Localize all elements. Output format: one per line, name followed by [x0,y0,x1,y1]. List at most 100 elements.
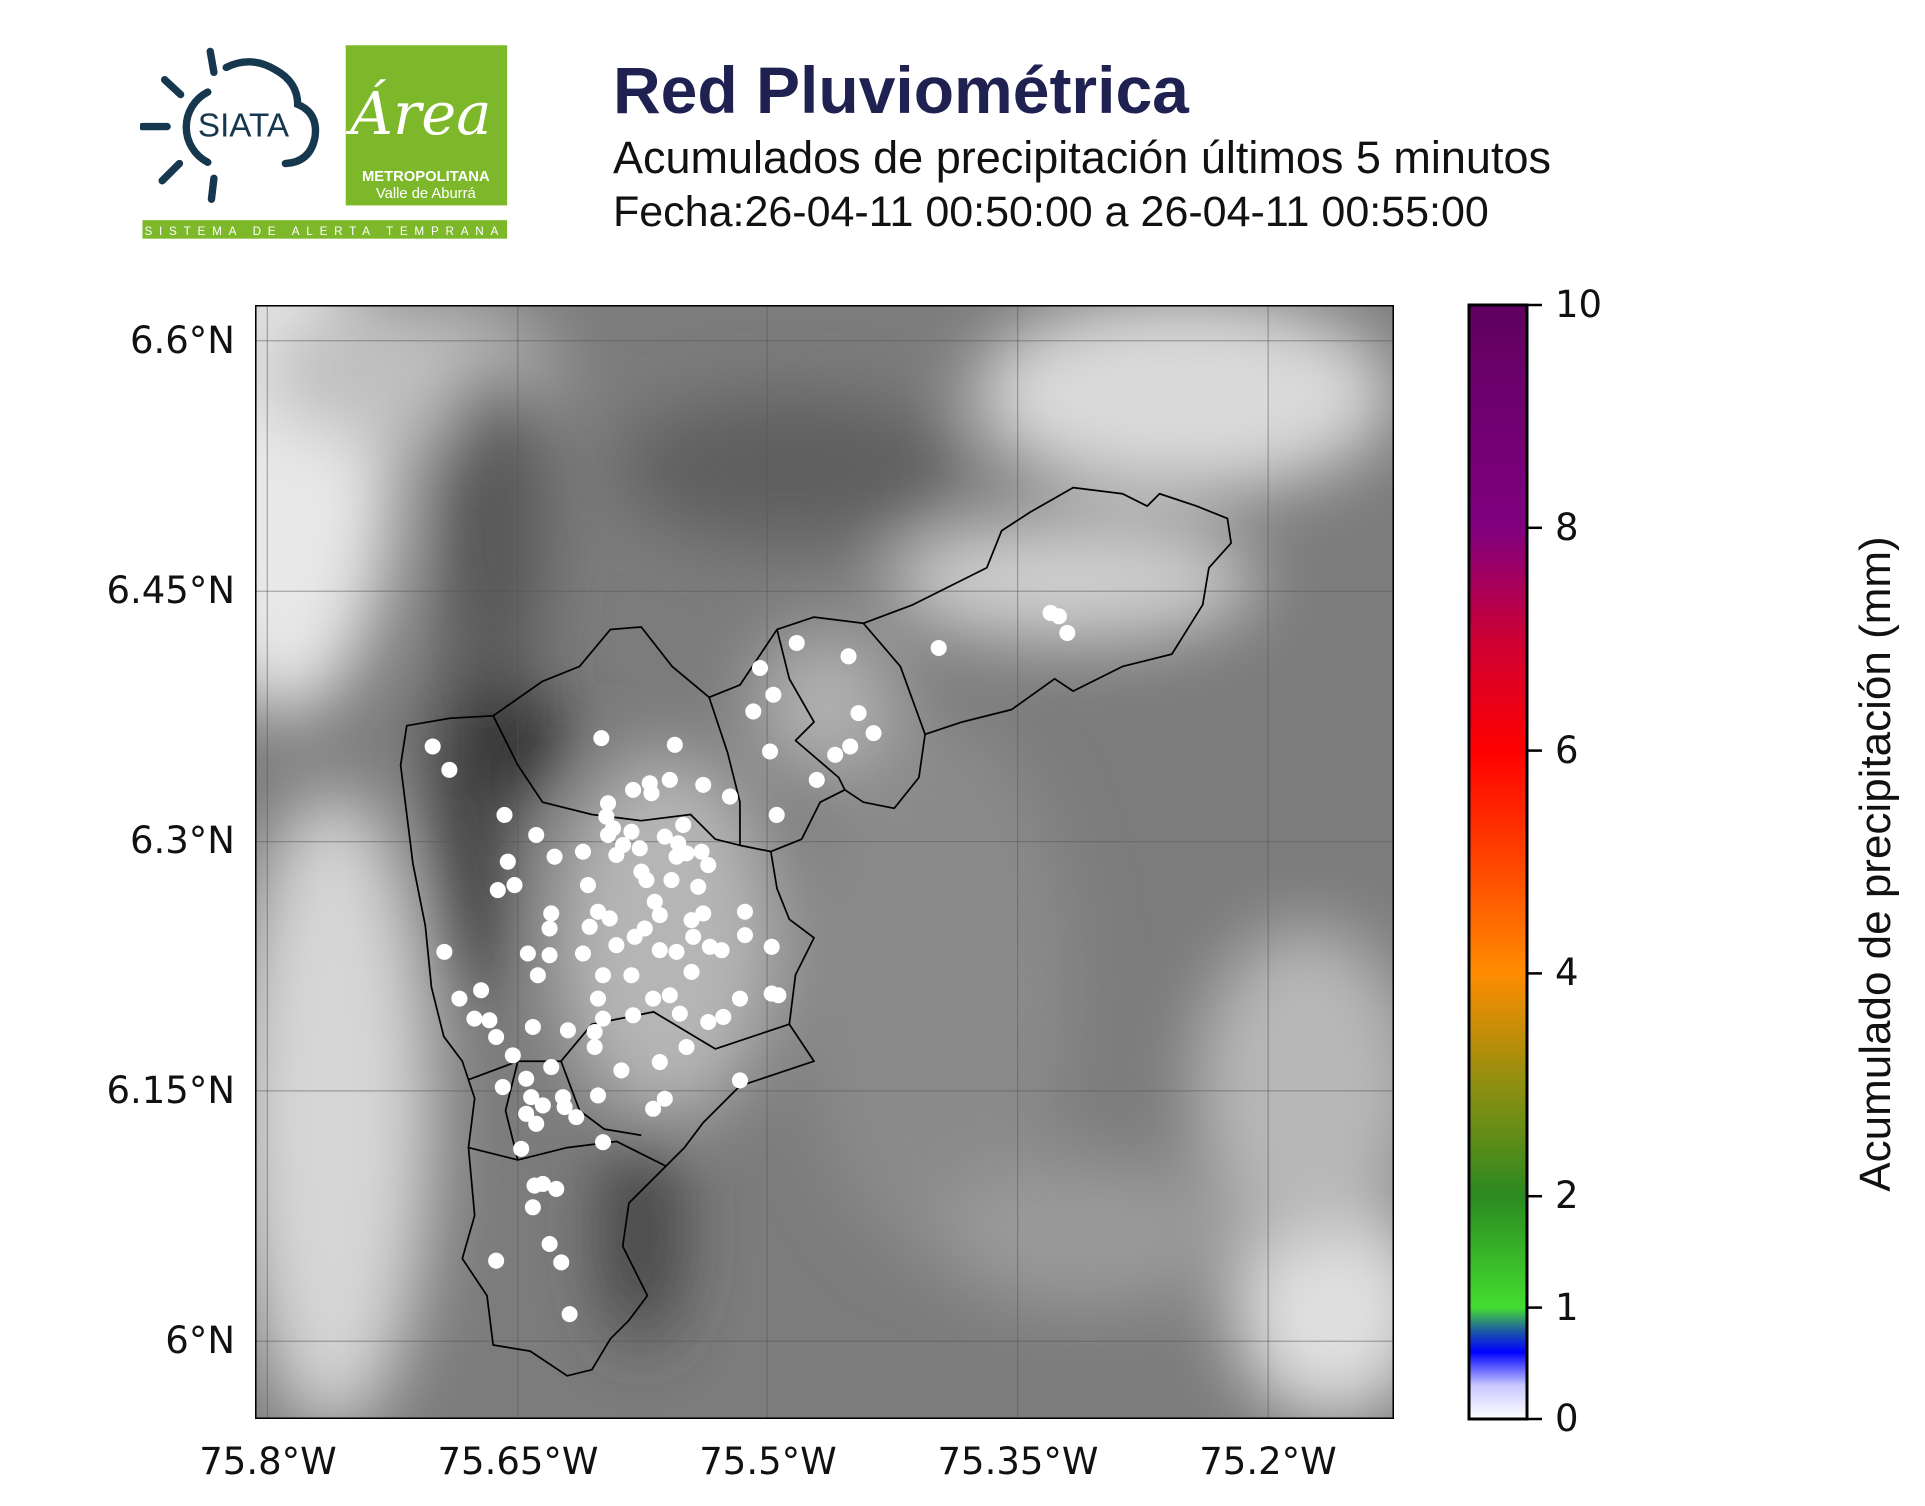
siata-logo: SIATA [140,47,320,203]
elevation-background [255,305,1394,1419]
x-tick-label: 75.5°W [699,1440,837,1483]
station-marker [541,920,558,937]
station-marker [593,730,610,747]
station-marker [586,1038,603,1056]
station-marker [541,947,558,964]
station-marker [695,905,712,922]
station-marker [661,771,678,788]
station-marker [651,1054,668,1071]
station-marker [675,816,692,833]
station-marker [436,943,453,960]
station-marker [608,846,625,864]
station-marker [613,1062,630,1079]
station-marker [751,659,769,677]
station-marker [528,1115,545,1132]
station-marker [700,1013,717,1030]
colorbar [1467,303,1542,1421]
station-marker [481,1012,498,1029]
station-marker [574,843,591,860]
station-marker [581,918,598,935]
chart-subtitle: Acumulados de precipitación últimos 5 mi… [613,132,1551,183]
colorbar-tick-label: 8 [1555,505,1579,549]
station-marker [548,1180,565,1197]
station-marker [808,771,825,788]
station-marker [638,872,655,889]
station-marker [605,820,622,837]
svg-text:METROPOLITANA: METROPOLITANA [362,169,490,185]
colorbar-tick-label: 1 [1555,1285,1579,1329]
station-marker [671,1005,688,1022]
station-marker [494,1079,511,1096]
station-marker [524,1199,541,1216]
station-marker [586,1023,603,1040]
station-marker [519,945,536,962]
station-marker [683,963,700,980]
station-marker [473,982,490,999]
station-marker [865,725,882,742]
station-marker [513,1140,530,1157]
station-marker [661,987,678,1004]
station-marker [721,788,738,805]
station-marker [763,938,780,955]
station-marker [594,967,612,984]
svg-text:SISTEMA DE ALERTA TEMPRANA: SISTEMA DE ALERTA TEMPRANA [144,225,505,238]
station-marker [574,945,591,962]
station-marker [499,853,516,870]
station-marker [1050,608,1067,625]
station-marker [489,882,506,899]
station-markers [424,604,1076,1323]
station-marker [623,967,640,984]
colorbar-tick-label: 0 [1555,1397,1579,1440]
station-marker [625,1007,642,1024]
station-marker [623,823,640,840]
station-marker [631,840,648,857]
x-tick-label: 75.2°W [1199,1440,1337,1483]
station-marker [594,1134,612,1151]
station-marker [695,776,712,793]
gridlines [255,305,1394,1419]
station-marker [646,893,663,910]
chart-title: Red Pluviométrica [613,53,1189,127]
station-marker [589,1087,607,1104]
station-marker [651,907,668,924]
station-marker [506,877,523,894]
station-marker [827,746,844,763]
station-marker [713,942,730,959]
station-marker [608,937,625,954]
station-marker [488,1252,505,1269]
station-marker [700,856,717,874]
station-marker [715,1008,732,1025]
x-tick-label: 75.8°W [199,1440,337,1483]
station-marker [543,905,560,922]
station-marker [636,920,653,937]
station-marker [768,806,785,823]
station-marker [690,878,707,895]
alert-system-banner: SISTEMA DE ALERTA TEMPRANA [142,220,508,239]
station-marker [842,738,859,755]
station-marker [541,1235,558,1253]
station-marker [656,828,673,845]
station-marker [451,990,468,1007]
station-marker [683,912,700,929]
station-marker [788,634,805,651]
station-marker [736,903,753,920]
colorbar-gradient [1467,303,1529,1421]
y-tick-label: 6.45°N [106,569,235,612]
station-marker [765,686,782,703]
svg-text:Área: Área [345,78,491,148]
station-marker [546,848,563,865]
station-marker [598,808,615,825]
colorbar-tick-label: 4 [1555,951,1579,995]
station-marker [529,967,546,984]
station-marker [656,1090,673,1107]
colorbar-tick-label: 6 [1555,728,1579,772]
station-marker [488,1028,505,1046]
station-marker [424,738,441,755]
station-marker [685,928,702,945]
y-tick-label: 6.3°N [129,819,235,862]
station-marker [579,877,597,894]
station-marker [534,1097,551,1114]
station-marker [559,1022,576,1039]
colorbar-tick-label: 10 [1555,283,1603,326]
station-marker [528,826,545,843]
